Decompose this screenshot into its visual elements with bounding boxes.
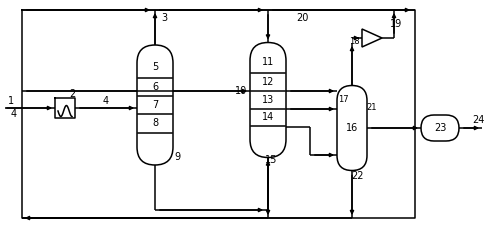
Polygon shape bbox=[362, 29, 382, 47]
Text: 1: 1 bbox=[8, 96, 14, 106]
Text: 8: 8 bbox=[152, 118, 158, 128]
Text: 3: 3 bbox=[161, 13, 167, 23]
Text: 2: 2 bbox=[69, 89, 75, 99]
FancyBboxPatch shape bbox=[421, 115, 459, 141]
FancyBboxPatch shape bbox=[337, 85, 367, 171]
Text: 21: 21 bbox=[367, 104, 377, 112]
Text: 10: 10 bbox=[235, 86, 247, 96]
FancyBboxPatch shape bbox=[250, 43, 286, 158]
Text: 4: 4 bbox=[103, 96, 109, 106]
Text: 20: 20 bbox=[296, 13, 308, 23]
Text: 18: 18 bbox=[349, 38, 359, 46]
Text: 6: 6 bbox=[152, 82, 158, 92]
Text: 13: 13 bbox=[262, 95, 274, 105]
Text: 24: 24 bbox=[472, 115, 484, 125]
Text: 22: 22 bbox=[351, 171, 363, 181]
Text: 14: 14 bbox=[262, 112, 274, 122]
Text: 17: 17 bbox=[338, 95, 349, 104]
Text: 11: 11 bbox=[262, 57, 274, 67]
Text: 23: 23 bbox=[434, 123, 446, 133]
Text: 15: 15 bbox=[265, 155, 277, 165]
Text: 7: 7 bbox=[152, 100, 158, 110]
Text: 19: 19 bbox=[390, 19, 402, 29]
Text: 5: 5 bbox=[152, 62, 158, 72]
Text: 4: 4 bbox=[11, 109, 17, 119]
Text: 16: 16 bbox=[346, 123, 358, 133]
Text: 9: 9 bbox=[174, 152, 180, 162]
Text: 12: 12 bbox=[262, 77, 274, 87]
FancyBboxPatch shape bbox=[137, 45, 173, 165]
